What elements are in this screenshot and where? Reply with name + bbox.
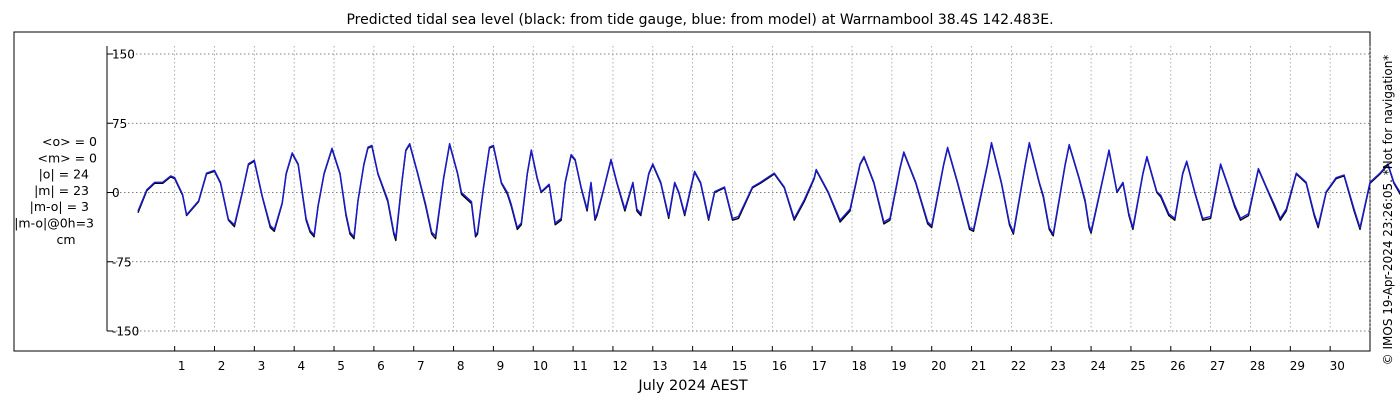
y-axis-ticks: 150 75 0 -75 -150 [107, 48, 139, 339]
stat-line: <o> = 0 [42, 134, 97, 149]
stat-line: |m-o| = 3 [30, 199, 89, 214]
x-axis-ticks: 1 2 3 4 5 6 7 8 9 10 11 12 13 14 15 16 17 18 19 20 21 22 23 24 2… [174, 346, 1345, 373]
x-tick-label: 10 [533, 359, 548, 373]
series-line-1 [137, 141, 1400, 239]
x-tick-label: 13 [652, 359, 667, 373]
stat-line: |o| = 24 [39, 167, 89, 182]
y-tick-label: -75 [112, 255, 132, 269]
x-tick-label: 11 [573, 359, 588, 373]
x-tick-label: 8 [457, 359, 465, 373]
x-axis-label: July 2024 AEST [637, 378, 747, 394]
x-tick-label: 25 [1130, 359, 1145, 373]
x-tick-label: 7 [417, 359, 425, 373]
stat-line: |m-o|@0h=3 [14, 216, 94, 231]
x-tick-label: 5 [337, 359, 345, 373]
x-tick-label: 28 [1250, 359, 1265, 373]
stat-line: |m| = 23 [34, 183, 89, 198]
x-tick-label: 23 [1051, 359, 1066, 373]
x-tick-label: 2 [218, 359, 226, 373]
x-tick-label: 6 [377, 359, 385, 373]
stat-line: cm [56, 232, 75, 247]
stat-line: <m> = 0 [38, 150, 98, 165]
x-tick-label: 20 [931, 359, 946, 373]
y-tick-label: 75 [112, 117, 127, 131]
x-tick-label: 14 [692, 359, 707, 373]
y-tick-label: 0 [112, 186, 120, 200]
x-tick-label: 15 [732, 359, 747, 373]
series-layer [137, 141, 1400, 242]
x-tick-label: 26 [1170, 359, 1185, 373]
x-tick-label: 19 [891, 359, 906, 373]
x-tick-label: 17 [812, 359, 827, 373]
copyright-credit: © IMOS 19-Apr-2024 23:26:05. *Not for na… [1381, 55, 1395, 366]
x-tick-label: 29 [1290, 359, 1305, 373]
x-tick-label: 16 [772, 359, 787, 373]
x-tick-label: 18 [851, 359, 866, 373]
x-tick-label: 1 [178, 359, 186, 373]
stats-panel: <o> = 0<m> = 0 |o| = 24|m| = 23|m-o| = 3 |… [14, 134, 97, 247]
x-tick-label: 27 [1210, 359, 1225, 373]
x-tick-label: 12 [612, 359, 627, 373]
x-tick-label: 24 [1091, 359, 1106, 373]
x-tick-label: 21 [971, 359, 986, 373]
x-tick-label: 22 [1011, 359, 1026, 373]
x-tick-label: 3 [258, 359, 266, 373]
y-tick-label: -150 [112, 325, 139, 339]
chart-title: Predicted tidal sea level (black: from t… [346, 12, 1053, 28]
outer-frame [13, 31, 1371, 352]
x-tick-label: 9 [497, 359, 505, 373]
x-tick-label: 30 [1330, 359, 1345, 373]
x-tick-label: 4 [297, 359, 305, 373]
grid [108, 46, 1371, 332]
y-tick-label: 150 [112, 48, 135, 62]
